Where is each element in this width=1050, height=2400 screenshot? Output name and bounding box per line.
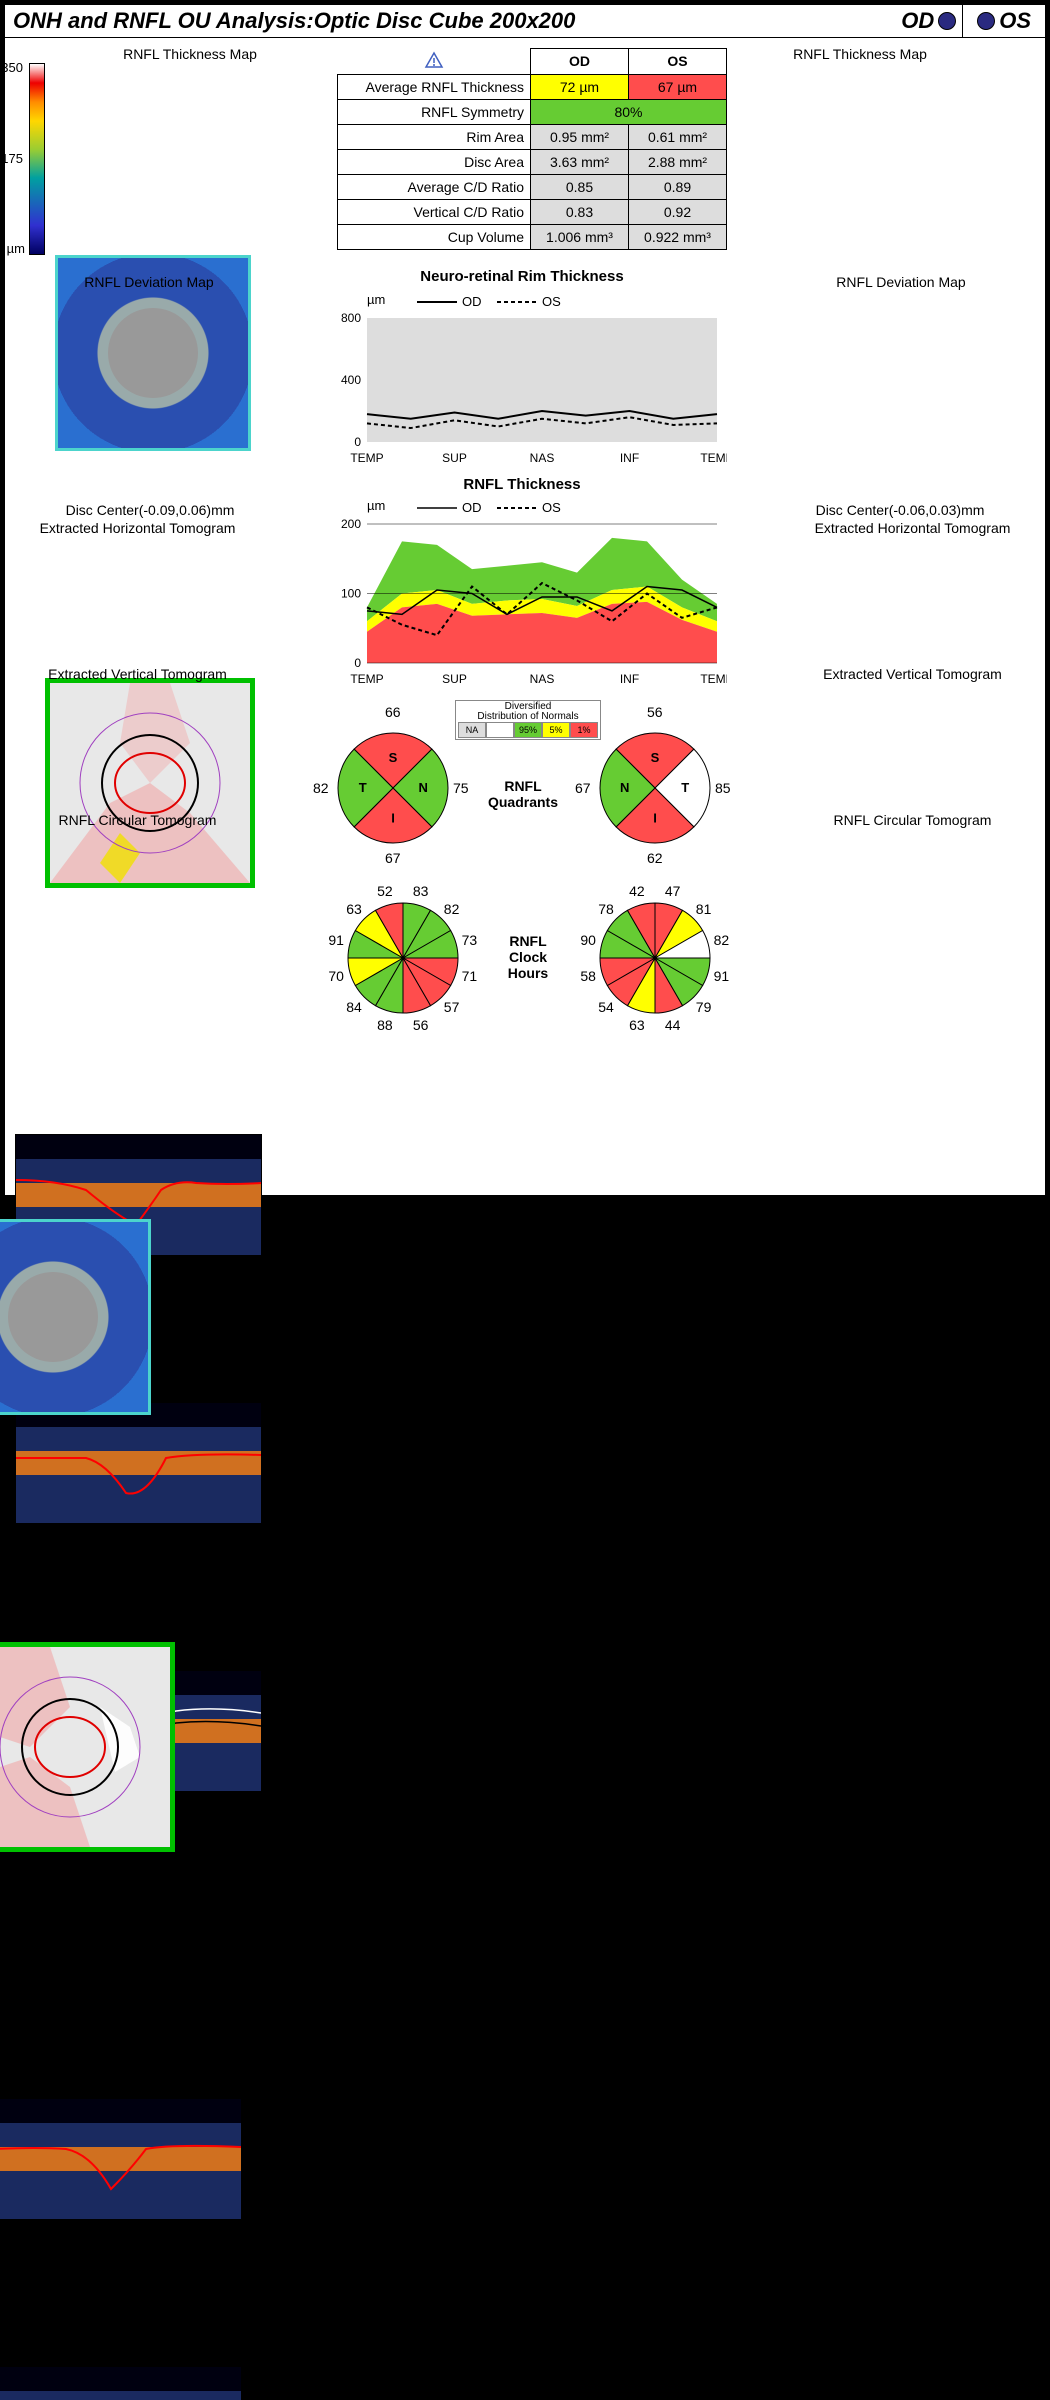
os-deviation-map (0, 1642, 175, 1852)
report-page: ONH and RNFL OU Analysis:Optic Disc Cube… (4, 4, 1046, 1196)
os-horizontal-tomogram (0, 2098, 242, 2220)
od-indicator: OD (895, 8, 962, 34)
od-thickness-map-title: RNFL Thickness Map (95, 46, 285, 62)
rnfl-chart-title: RNFL Thickness (337, 476, 707, 493)
os-quadrant-wrap: S T I N (585, 718, 725, 858)
os-vert-tomo-title: Extracted Vertical Tomogram (790, 666, 1035, 682)
svg-text:N: N (419, 780, 428, 795)
svg-text:INF: INF (620, 451, 639, 465)
rnfl-chart: µm OD OS 200 100 0 TEMP SUP NAS INF TEMP (317, 496, 727, 691)
normals-legend: Diversified Distribution of Normals NA95… (455, 700, 601, 740)
rim-chart-title: Neuro-retinal Rim Thickness (337, 268, 707, 285)
svg-text:T: T (359, 780, 367, 795)
svg-text:400: 400 (341, 373, 361, 387)
svg-text:S: S (651, 750, 660, 765)
od-quadrant-wrap: S N I T (323, 718, 463, 858)
svg-text:200: 200 (341, 517, 361, 531)
svg-text:TEMP: TEMP (350, 451, 383, 465)
scale-max: 350 (0, 60, 23, 75)
summary-table: ODOSAverage RNFL Thickness72 µm67 µmRNFL… (337, 48, 727, 250)
os-thickness-map-title: RNFL Thickness Map (765, 46, 955, 62)
svg-text:µm: µm (367, 292, 385, 307)
od-deviation-map (45, 678, 255, 888)
svg-text:SUP: SUP (442, 451, 467, 465)
os-deviation-map-title: RNFL Deviation Map (801, 274, 1001, 290)
od-circ-tomo-title: RNFL Circular Tomogram (15, 812, 260, 828)
report-title: ONH and RNFL OU Analysis:Optic Disc Cube… (13, 8, 887, 34)
os-disc-center: Disc Center(-0.06,0.03)mm (785, 502, 1015, 518)
svg-text:OS: OS (542, 500, 561, 515)
svg-text:TEMP: TEMP (700, 451, 727, 465)
svg-text:T: T (681, 780, 689, 795)
os-circ-tomo-title: RNFL Circular Tomogram (790, 812, 1035, 828)
os-dot-icon (977, 12, 995, 30)
clock-label: RNFL Clock Hours (483, 933, 573, 981)
svg-text:NAS: NAS (530, 672, 555, 686)
svg-text:NAS: NAS (530, 451, 555, 465)
od-color-scale (29, 63, 45, 255)
svg-text:0: 0 (354, 435, 361, 449)
od-horiz-tomo-title: Extracted Horizontal Tomogram (15, 520, 260, 536)
svg-text:TEMP: TEMP (700, 672, 727, 686)
svg-text:SUP: SUP (442, 672, 467, 686)
os-thickness-map (0, 1219, 151, 1415)
svg-text:µm: µm (367, 498, 385, 513)
svg-text:I: I (653, 810, 657, 825)
svg-text:INF: INF (620, 672, 639, 686)
svg-text:OD: OD (462, 294, 482, 309)
od-vert-tomo-title: Extracted Vertical Tomogram (15, 666, 260, 682)
quadrants-label: RNFL Quadrants (473, 778, 573, 810)
svg-text:OD: OD (462, 500, 482, 515)
scale-min: 0 µm (0, 241, 25, 256)
scale-mid: 175 (0, 151, 23, 166)
os-vertical-tomogram (0, 2366, 242, 2400)
od-deviation-map-title: RNFL Deviation Map (49, 274, 249, 290)
svg-text:TEMP: TEMP (350, 672, 383, 686)
od-dot-icon (938, 12, 956, 30)
svg-text:OS: OS (542, 294, 561, 309)
svg-text:S: S (389, 750, 398, 765)
svg-text:800: 800 (341, 311, 361, 325)
os-label: OS (999, 8, 1031, 34)
od-vertical-tomogram (15, 1402, 262, 1524)
os-horiz-tomo-title: Extracted Horizontal Tomogram (790, 520, 1035, 536)
svg-text:100: 100 (341, 587, 361, 601)
svg-text:N: N (620, 780, 629, 795)
rim-chart: µm OD OS 800 400 0 TEMP SUP NAS INF TEMP (317, 290, 727, 470)
od-label: OD (901, 8, 934, 34)
svg-text:0: 0 (354, 656, 361, 670)
report-header: ONH and RNFL OU Analysis:Optic Disc Cube… (5, 5, 1045, 38)
os-indicator: OS (971, 8, 1037, 34)
svg-text:I: I (391, 810, 395, 825)
od-disc-center: Disc Center(-0.09,0.06)mm (35, 502, 265, 518)
